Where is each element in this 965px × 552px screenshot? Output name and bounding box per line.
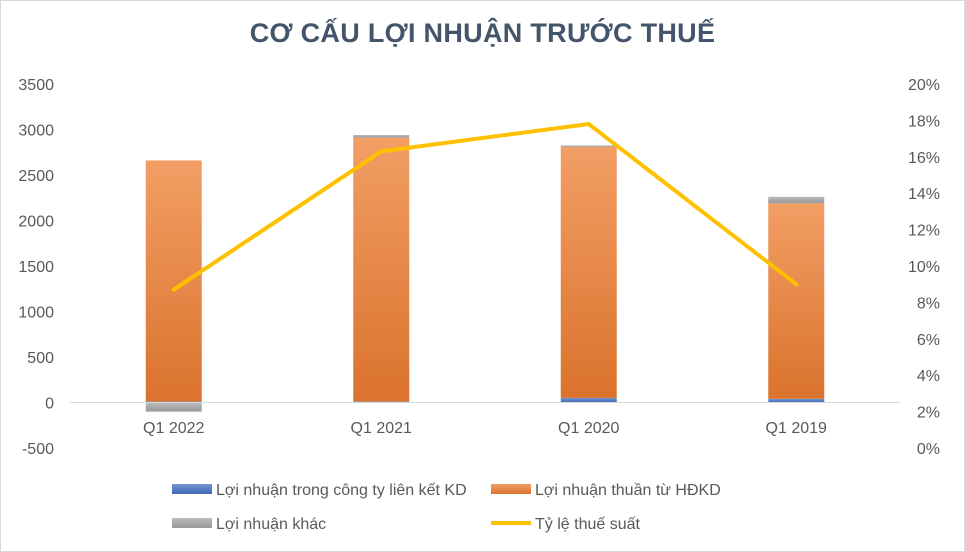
left-tick-label: 0 bbox=[45, 396, 54, 413]
bar-loi-nhuan-thuan-tu-hdkd-q1-2020 bbox=[560, 146, 617, 398]
left-tick-label: -500 bbox=[22, 441, 54, 458]
category-label-q1-2021: Q1 2021 bbox=[351, 420, 412, 437]
category-label-q1-2019: Q1 2019 bbox=[766, 420, 827, 437]
line-point-ty-le-thue-suat-q1-2022 bbox=[171, 287, 176, 292]
bar-loi-nhuan-khac-q1-2020 bbox=[560, 145, 617, 147]
right-tick-label: 6% bbox=[917, 332, 940, 349]
right-tick-label: 20% bbox=[908, 77, 940, 94]
bar-loi-nhuan-khac-q1-2021 bbox=[353, 134, 410, 138]
bars-group bbox=[145, 134, 825, 412]
right-tick-label: 18% bbox=[908, 113, 940, 130]
line-ty-le-thue-suat bbox=[171, 122, 799, 292]
legend-swatch-loi-nhuan-thuan-tu-hdkd bbox=[491, 484, 531, 494]
left-tick-label: 3500 bbox=[18, 77, 54, 94]
line-group bbox=[171, 122, 799, 292]
right-tick-label: 14% bbox=[908, 186, 940, 203]
legend: Lợi nhuận trong công ty liên kết KD Lợi n… bbox=[172, 482, 721, 533]
bar-loi-nhuan-khac-q1-2019 bbox=[768, 196, 825, 204]
right-tick-label: 10% bbox=[908, 259, 940, 276]
legend-label-ty-le-thue-suat: Tỷ lệ thuế suất bbox=[535, 516, 641, 533]
legend-label-loi-nhuan-khac: Lợi nhuận khác bbox=[216, 516, 326, 533]
category-label-q1-2020: Q1 2020 bbox=[558, 420, 619, 437]
right-axis-ticks: 0% 2% 4% 6% 8% 10% 12% 14% 16% 18% 20% bbox=[908, 77, 940, 458]
category-labels: Q1 2022 Q1 2021 Q1 2020 Q1 2019 bbox=[143, 420, 827, 437]
bar-loi-nhuan-trong-cong-ty-lien-ket-kd-q1-2019 bbox=[768, 398, 825, 403]
left-axis-ticks: -500 0 500 1000 1500 2000 2500 3000 3500 bbox=[18, 77, 54, 458]
legend-label-loi-nhuan-thuan-tu-hdkd: Lợi nhuận thuần từ HĐKD bbox=[535, 482, 721, 499]
left-tick-label: 2000 bbox=[18, 214, 54, 231]
bar-loi-nhuan-khac-q1-2022 bbox=[145, 402, 202, 412]
legend-swatch-loi-nhuan-trong-cong-ty-lien-ket-kd bbox=[172, 484, 212, 494]
left-tick-label: 1500 bbox=[18, 259, 54, 276]
chart-title: CƠ CẤU LỢI NHUẬN TRƯỚC THUẾ bbox=[249, 18, 716, 48]
right-tick-label: 0% bbox=[917, 441, 940, 458]
line-point-ty-le-thue-suat-q1-2020 bbox=[586, 122, 591, 127]
left-tick-label: 3000 bbox=[18, 123, 54, 140]
right-tick-label: 4% bbox=[917, 368, 940, 385]
right-tick-label: 12% bbox=[908, 223, 940, 240]
category-label-q1-2022: Q1 2022 bbox=[143, 420, 204, 437]
legend-label-loi-nhuan-trong-cong-ty-lien-ket-kd: Lợi nhuận trong công ty liên kết KD bbox=[216, 482, 467, 499]
line-point-ty-le-thue-suat-q1-2019 bbox=[794, 282, 799, 287]
bar-loi-nhuan-thuan-tu-hdkd-q1-2022 bbox=[145, 160, 202, 402]
left-tick-label: 500 bbox=[27, 350, 54, 367]
bar-loi-nhuan-thuan-tu-hdkd-q1-2019 bbox=[768, 203, 825, 399]
left-tick-label: 1000 bbox=[18, 305, 54, 322]
legend-swatch-loi-nhuan-khac bbox=[172, 518, 212, 528]
left-tick-label: 2500 bbox=[18, 168, 54, 185]
bar-loi-nhuan-trong-cong-ty-lien-ket-kd-q1-2020 bbox=[560, 397, 617, 403]
right-tick-label: 16% bbox=[908, 150, 940, 167]
line-point-ty-le-thue-suat-q1-2021 bbox=[379, 149, 384, 154]
right-tick-label: 8% bbox=[917, 295, 940, 312]
right-tick-label: 2% bbox=[917, 405, 940, 422]
bar-loi-nhuan-thuan-tu-hdkd-q1-2021 bbox=[353, 137, 410, 402]
